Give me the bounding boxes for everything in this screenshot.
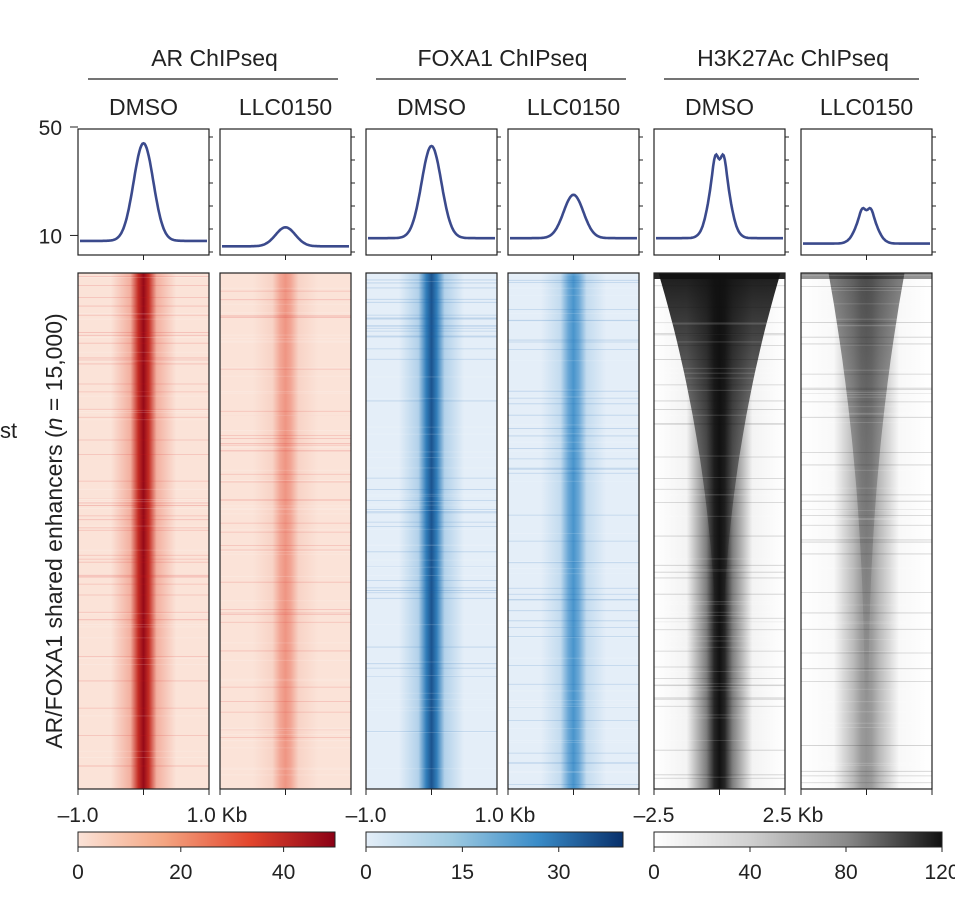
profile-frame: [219, 128, 352, 256]
chart-group-2: FOXA1 ChIPseq DMSO LLC0150 –1.0 1.0 Kb 0 15 30: [346, 45, 643, 884]
colorbar-tick-label: 0: [648, 861, 660, 884]
colorbar-tick-label: 30: [547, 861, 570, 884]
colorbar-tick-label: 40: [272, 861, 295, 884]
colorbar-tick-label: 80: [834, 861, 857, 884]
condition-label: LLC0150: [527, 94, 620, 120]
x-range-end-label: 2.5 Kb: [763, 804, 824, 827]
profile-y-tick-label: 10: [39, 225, 62, 248]
x-range-start-label: –1.0: [58, 804, 99, 827]
heatmap-texture: [366, 272, 497, 770]
colorbar-tick-label: 0: [360, 861, 372, 884]
condition-label: LLC0150: [820, 94, 913, 120]
heatmap-top-band: [654, 273, 785, 279]
x-range-start-label: –2.5: [634, 804, 675, 827]
heatmap-body: [366, 273, 497, 789]
heatmap-texture: [801, 275, 932, 784]
group-title: AR ChIPseq: [151, 45, 278, 71]
profile-line: [510, 193, 637, 240]
x-range-end-label: 1.0 Kb: [475, 804, 536, 827]
profile-frame: [507, 128, 640, 256]
colorbar-tick-label: 40: [738, 861, 761, 884]
profile-line: [656, 152, 783, 240]
profile-frame: [77, 128, 210, 256]
colorbar-tick-label: 120: [924, 861, 955, 884]
profile-frame: [365, 128, 498, 256]
ylabel-pre: AR/FOXA1 shared enhancers (: [41, 430, 67, 749]
condition-label: DMSO: [397, 94, 466, 120]
ylabel-post: = 15,000): [41, 313, 67, 417]
colorbar: [77, 831, 336, 848]
condition-label: DMSO: [685, 94, 754, 120]
heatmap-texture: [654, 285, 785, 779]
colorbar: [653, 831, 943, 848]
colorbar-tick-label: 20: [169, 861, 192, 884]
profile-y-tick-label: 50: [39, 117, 62, 140]
heatmap-body: [508, 273, 639, 789]
ylabel-n: n: [41, 418, 67, 431]
heatmap-texture: [220, 287, 351, 776]
profile-line: [803, 206, 930, 245]
chart-group-3: H3K27Ac ChIPseq DMSO LLC0150 –2.5 2.5 Kb 0 40 8…: [634, 45, 955, 884]
heatmap-funnel: [828, 273, 905, 712]
profile-line: [368, 144, 495, 240]
x-range-start-label: –1.0: [346, 804, 387, 827]
heatmap-top-band: [801, 273, 932, 279]
profile-line: [222, 225, 349, 248]
condition-label: LLC0150: [239, 94, 332, 120]
heatmap-body: [220, 273, 351, 789]
heatmap-texture: [78, 276, 209, 767]
x-range-end-label: 1.0 Kb: [187, 804, 248, 827]
group-title: H3K27Ac ChIPseq: [697, 45, 889, 71]
profile-line: [80, 141, 207, 243]
profile-frame: [800, 128, 933, 256]
group-title: FOXA1 ChIPseq: [417, 45, 587, 71]
colorbar-tick-label: 0: [72, 861, 84, 884]
profile-frame: [653, 128, 786, 256]
heatmap-funnel: [658, 273, 781, 712]
heatmap-ylabel: AR/FOXA1 shared enhancers (n = 15,000): [41, 313, 67, 748]
left-fragment-text: st: [0, 418, 17, 443]
colorbar: [365, 831, 624, 848]
chart-group-1: AR ChIPseq DMSO LLC0150 –1.0 1.0 Kb 50 10 0 20 40: [39, 45, 355, 884]
heatmap-texture: [508, 274, 639, 785]
colorbar-tick-label: 15: [451, 861, 474, 884]
heatmap-body: [78, 273, 209, 789]
condition-label: DMSO: [109, 94, 178, 120]
